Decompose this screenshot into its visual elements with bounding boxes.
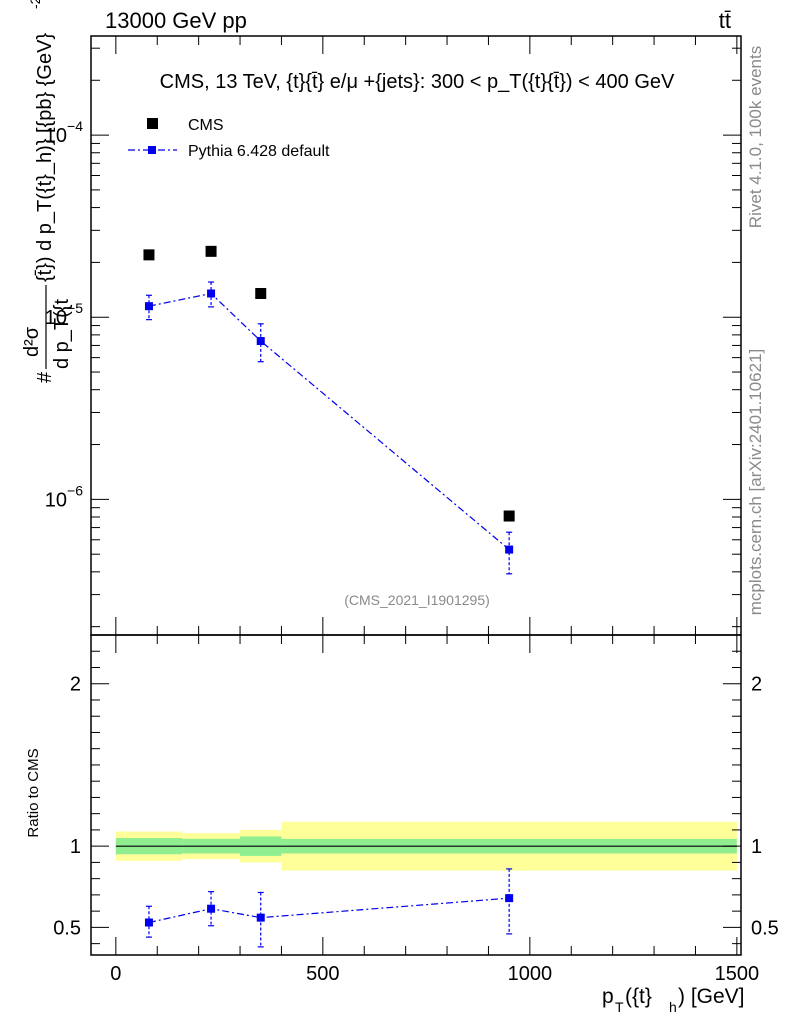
header-energy-label: 13000 GeV pp [105, 8, 247, 33]
ratio-y-tick-label: 2 [70, 674, 81, 696]
ratio-y-tick-label-right: 0.5 [751, 917, 779, 939]
main-y-tick-label: 10−4 [45, 118, 83, 147]
ratio-plot-panel: 0.5 0.5 1 1 2 2 0 500 1000 1500 Ratio to CMS p T… [25, 634, 779, 1015]
ratio-pythia-point [207, 904, 216, 913]
ratio-y-tick-label-right: 2 [751, 674, 762, 696]
x-tick-label: 1500 [715, 963, 760, 985]
ratio-x-tick-labels: 0 500 1000 1500 [110, 963, 759, 985]
main-plot-panel: 10−6 10−5 10−4 CMS, 13 TeV, {t}{t̄} e/μ +{… [21, 0, 742, 636]
cms-point [255, 287, 267, 299]
ratio-data-points [144, 868, 514, 948]
xlabel-mid: ({t} [625, 985, 652, 1008]
pythia-point [256, 337, 265, 346]
legend: CMS Pythia 6.428 default [128, 117, 330, 160]
ratio-pythia-point [256, 913, 265, 922]
legend-cms-label: CMS [188, 117, 224, 134]
pythia-point [144, 302, 153, 311]
main-axis-ticks [91, 36, 741, 635]
rivet-version-label: Rivet 4.1.0, 100k events [746, 46, 765, 228]
pythia-series-line [148, 292, 510, 551]
x-tick-label: 500 [306, 963, 339, 985]
xlabel-p: p [602, 985, 614, 1008]
cms-point [205, 245, 217, 257]
ylabel-tail: {t̄}) d p_T({t}_h)} [{pb} {GeV} [34, 33, 56, 282]
legend-pythia-label: Pythia 6.428 default [188, 143, 330, 160]
ratio-y-tick-labels: 0.5 0.5 1 1 2 2 [53, 674, 779, 940]
mcplots-label: mcplots.cern.ch [arXiv:2401.10621] [746, 349, 765, 615]
ratio-axis-ticks [91, 635, 741, 955]
main-y-tick-labels: 10−6 10−5 10−4 [45, 118, 83, 511]
main-y-tick-label: 10−6 [45, 482, 83, 511]
x-tick-label: 0 [110, 963, 121, 985]
x-tick-label: 1000 [508, 963, 553, 985]
ratio-pythia-line [148, 897, 510, 924]
main-y-axis-label: # d²σ d p_T({t {t̄}) d p_T({t}_h)} [{pb}… [21, 0, 73, 383]
ratio-pythia-point [505, 894, 514, 903]
ratio-plot-frame [90, 634, 742, 956]
ratio-y-tick-label-right: 1 [751, 836, 762, 858]
pythia-point [207, 289, 216, 298]
legend-cms-marker [147, 118, 158, 129]
ratio-y-axis-label: Ratio to CMS [25, 748, 42, 837]
legend-pythia-marker [148, 146, 156, 154]
main-data-points [143, 245, 515, 575]
pythia-point [505, 545, 514, 554]
xlabel-sub-h: h [669, 999, 677, 1015]
ylabel-hash: # [34, 371, 56, 383]
x-axis-label: p T ({t} h ) [GeV] [602, 985, 745, 1015]
main-plot-title: CMS, 13 TeV, {t}{t̄} e/μ +{jets}: 300 < … [160, 71, 675, 93]
xlabel-end: ) [GeV] [678, 985, 745, 1008]
header-process-label: tt̄ [719, 8, 731, 33]
ylabel-exponent: -2 [27, 0, 43, 9]
main-y-tick-label: 10−5 [45, 300, 83, 329]
cms-point [503, 510, 515, 522]
analysis-watermark: (CMS_2021_I1901295) [344, 592, 490, 608]
ratio-pythia-point [144, 918, 153, 927]
ratio-y-tick-label: 0.5 [53, 917, 81, 939]
xlabel-sub-t: T [615, 999, 624, 1015]
cms-point [143, 249, 155, 261]
ylabel-denominator: d p_T({t [51, 299, 73, 369]
ylabel-numerator: d²σ [21, 326, 43, 357]
ratio-y-tick-label: 1 [70, 836, 81, 858]
